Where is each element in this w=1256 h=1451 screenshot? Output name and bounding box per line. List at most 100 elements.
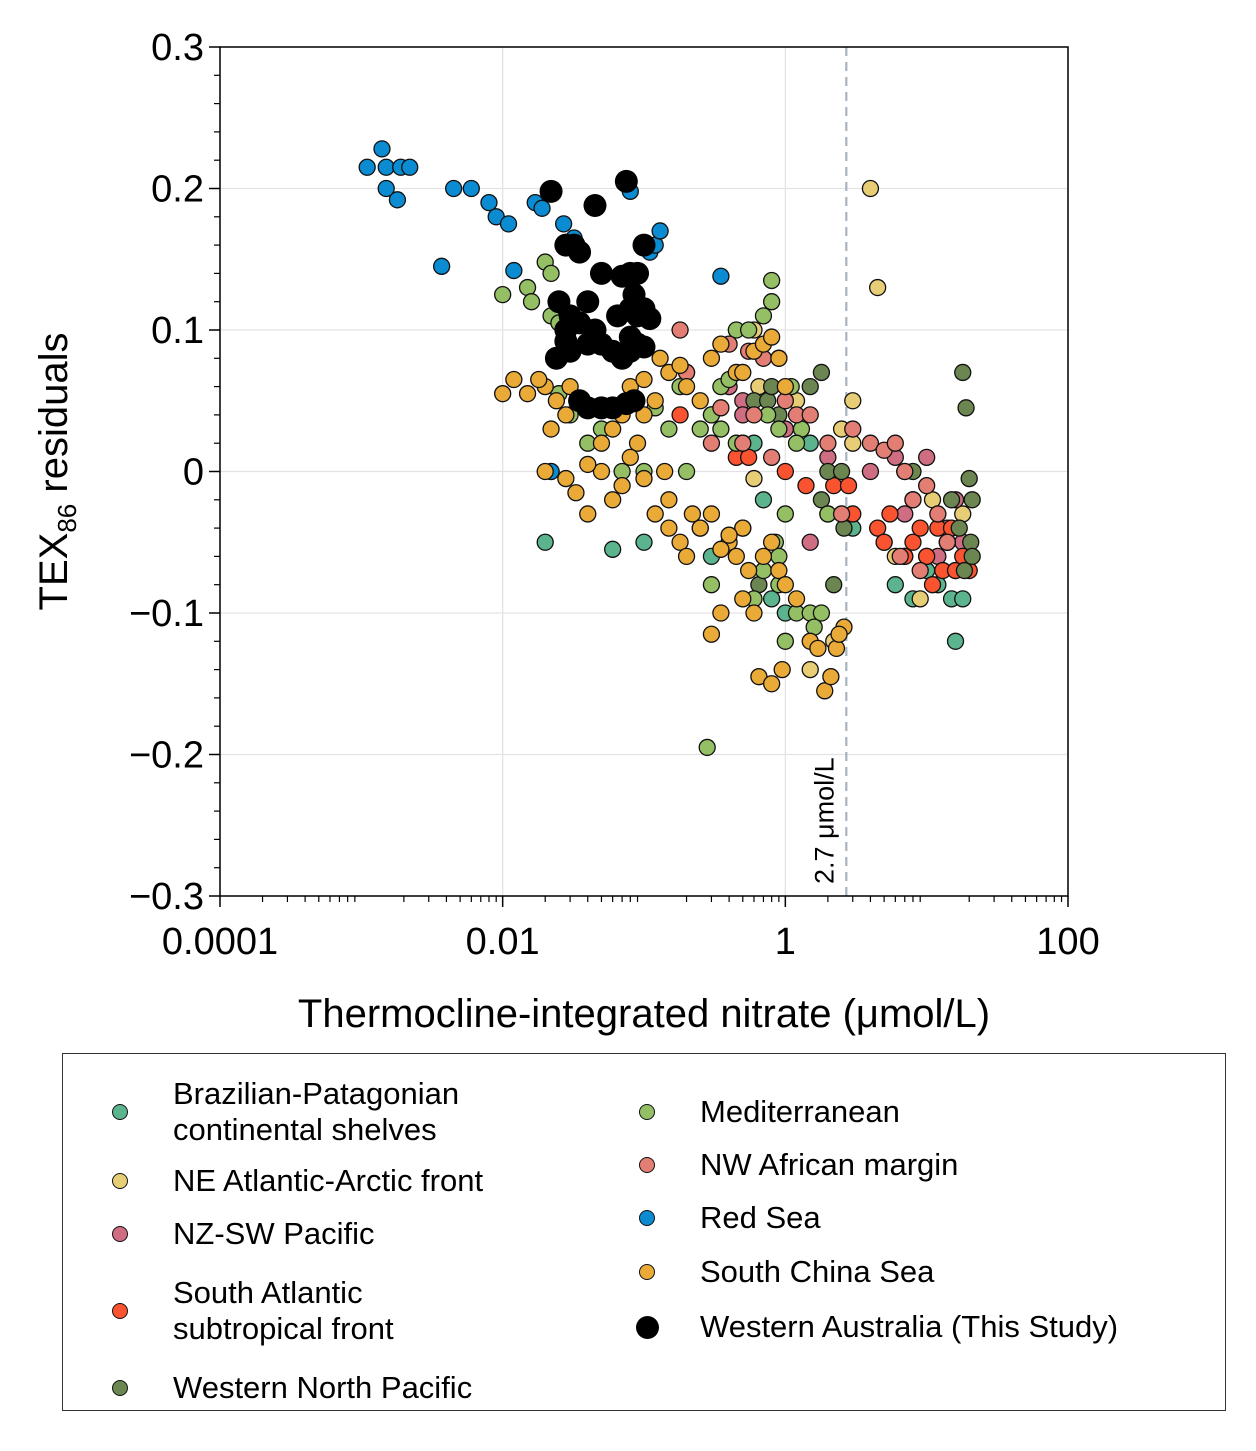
data-point (745, 469, 763, 488)
data-point (646, 505, 664, 523)
data-point (812, 604, 831, 622)
data-point (918, 448, 936, 467)
data-point (754, 547, 773, 566)
data-point (632, 233, 656, 257)
legend-label: Brazilian-Patagonian continental shelves (173, 1076, 460, 1147)
data-point (576, 290, 600, 314)
legend-marker (639, 1104, 655, 1120)
data-point (505, 370, 523, 389)
data-point (918, 547, 936, 566)
data-point (762, 448, 781, 467)
legend-label: Western North Pacific (173, 1370, 473, 1405)
data-point (762, 328, 781, 346)
data-point (904, 491, 922, 509)
series-western-australia-this-study (539, 169, 662, 420)
y-tick-label: −0.3 (129, 876, 204, 918)
data-point (377, 158, 395, 176)
data-point (691, 392, 709, 410)
data-point (698, 738, 716, 757)
data-point (809, 639, 827, 658)
x-tick-label: 0.01 (466, 921, 540, 963)
legend-marker (112, 1226, 128, 1242)
data-point (702, 505, 721, 523)
data-point (869, 519, 887, 537)
legend-marker (112, 1173, 128, 1189)
data-point (739, 321, 758, 339)
data-point (805, 618, 823, 636)
data-point (522, 293, 541, 311)
data-point (660, 420, 678, 438)
data-point (954, 590, 972, 608)
y-tick-label: 0.1 (151, 310, 204, 352)
data-point (536, 462, 554, 481)
data-point (812, 491, 831, 509)
data-point (827, 639, 846, 658)
data-point (754, 307, 773, 325)
y-axis-label-main: TEX (32, 533, 76, 611)
data-point (819, 434, 837, 452)
data-point (886, 576, 904, 594)
data-point (635, 469, 653, 488)
data-point (963, 547, 981, 566)
data-point (432, 257, 451, 275)
legend-marker (112, 1303, 128, 1319)
data-point (797, 476, 815, 495)
legend-label: NE Atlantic-Arctic front (173, 1163, 484, 1198)
data-point (822, 668, 840, 686)
data-point (579, 505, 597, 523)
data-point (734, 590, 752, 608)
data-points (358, 140, 981, 757)
data-point (776, 632, 794, 650)
y-tick-label: −0.1 (129, 593, 204, 635)
data-point (896, 462, 914, 481)
data-point (911, 590, 929, 608)
data-point (660, 519, 678, 537)
data-point (770, 420, 788, 438)
legend-marker (112, 1380, 128, 1396)
data-point (801, 406, 819, 424)
data-point (816, 682, 834, 700)
data-point (832, 505, 851, 523)
data-point (638, 307, 662, 331)
scatter-chart: 2.7 μmol/L 0.0001 0.01 1 100 −0.3 −0.2 −0.1 0 0… (32, 27, 1100, 1036)
data-point (542, 420, 560, 438)
data-point (621, 448, 639, 467)
data-point (861, 462, 880, 481)
data-point (923, 576, 942, 594)
data-point (942, 491, 961, 509)
data-point (844, 420, 862, 438)
data-point (702, 349, 721, 367)
data-point (567, 484, 585, 502)
data-point (683, 505, 702, 523)
data-point (712, 335, 730, 353)
series-south-china-sea (494, 328, 853, 700)
data-point (530, 370, 548, 389)
data-point (677, 377, 696, 396)
legend-marker (639, 1264, 655, 1280)
data-point (583, 193, 607, 217)
data-point (762, 675, 781, 693)
data-point (547, 392, 566, 410)
x-tick-label: 100 (1036, 921, 1099, 963)
data-point (618, 339, 642, 363)
data-point (911, 561, 929, 580)
x-tick-label: 1 (775, 921, 796, 963)
data-point (592, 462, 611, 481)
data-point (801, 533, 819, 551)
data-point (776, 505, 794, 523)
data-point (712, 604, 730, 622)
data-point (861, 179, 880, 198)
data-point (635, 406, 653, 424)
data-point (377, 179, 395, 198)
data-point (963, 491, 981, 509)
data-point (734, 519, 752, 537)
y-axis-label: TEX86 residuals (32, 333, 82, 611)
data-point (801, 377, 819, 396)
legend-marker (639, 1210, 655, 1226)
data-point (812, 363, 831, 382)
y-tick-label: 0 (183, 452, 204, 494)
data-point (646, 392, 664, 410)
data-point (635, 533, 653, 551)
data-point (462, 179, 480, 198)
data-point (358, 158, 376, 176)
